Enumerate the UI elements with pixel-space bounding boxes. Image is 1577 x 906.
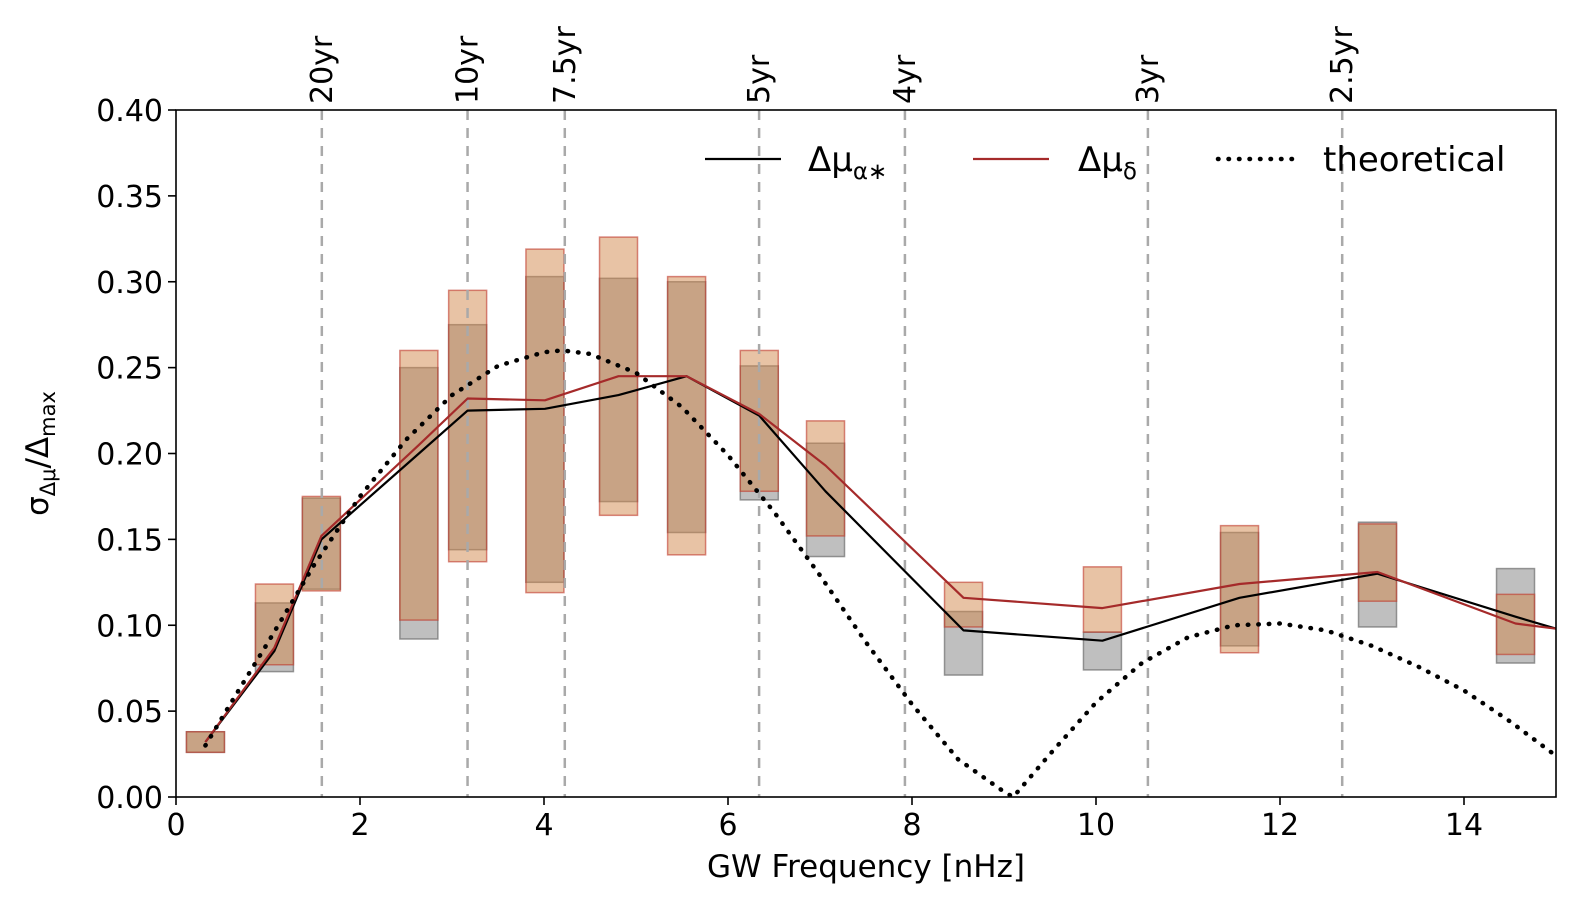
series-lines [203, 348, 1556, 797]
y-tick-label-6: 0.30 [96, 266, 163, 301]
x-tick-label-6: 12 [1261, 808, 1299, 843]
period-label-1: 10yr [451, 35, 486, 104]
series-line-1 [204, 375, 1556, 743]
period-label-2: 7.5yr [548, 26, 583, 104]
y-tick-label-5: 0.25 [96, 352, 163, 387]
error-box-dec-11 [1082, 566, 1123, 633]
x-tick-label-5: 10 [1077, 808, 1115, 843]
error-box-dec-10 [943, 581, 984, 628]
x-tick-label-1: 2 [350, 808, 369, 843]
legend-label-dec: Δμδ [1078, 140, 1137, 185]
x-axis-ticks: 0 2 4 6 8 10 12 14 [166, 797, 1483, 843]
legend-label-theory: theoretical [1323, 140, 1506, 180]
x-tick-label-7: 14 [1445, 808, 1483, 843]
y-tick-label-1: 0.05 [96, 695, 163, 730]
period-label-6: 2.5yr [1325, 26, 1360, 104]
legend-label-sub-ra: α∗ [853, 159, 887, 185]
legend-label-main-ra: Δμ [808, 140, 853, 180]
y-tick-label-0: 0.00 [96, 781, 163, 816]
error-box-ra-11 [1082, 631, 1123, 671]
legend-label-sub-dec: δ [1123, 159, 1137, 185]
series-line-2 [203, 348, 1556, 797]
y-label-base: σ [20, 496, 56, 516]
x-tick-label-4: 8 [902, 808, 921, 843]
legend-label-main-dec: Δμ [1078, 140, 1123, 180]
period-lines: 20yr 10yr 7.5yr 5yr 4yr 3yr 2.5yr [305, 26, 1360, 797]
x-tick-label-2: 4 [534, 808, 553, 843]
error-box-dec-7 [666, 275, 707, 556]
plot-frame [175, 109, 1557, 798]
legend: Δμα∗ Δμδ theoretical [705, 140, 1506, 185]
y-axis-label: σΔμ/Δmax [20, 391, 60, 516]
legend-label-main-theory: theoretical [1323, 140, 1506, 180]
x-tick-label-0: 0 [166, 808, 185, 843]
period-label-5: 3yr [1131, 54, 1166, 104]
error-box-dec-0 [185, 730, 226, 754]
error-box-dec-13 [1357, 523, 1398, 602]
error-boxes [185, 236, 1536, 754]
y-tick-label-2: 0.10 [96, 609, 163, 644]
y-label-sub2: max [36, 391, 60, 437]
period-label-0: 20yr [305, 35, 340, 104]
y-label-slash: /Δ [20, 437, 56, 469]
y-tick-label-3: 0.15 [96, 523, 163, 558]
y-axis-ticks: 0.00 0.05 0.10 0.15 0.20 0.25 0.30 0.35 0.40 [96, 94, 176, 816]
y-tick-label-7: 0.35 [96, 180, 163, 215]
x-axis-label: GW Frequency [nHz] [707, 849, 1025, 885]
error-box-dec-5 [525, 248, 565, 594]
y-tick-label-8: 0.40 [96, 94, 163, 129]
period-label-4: 4yr [888, 54, 923, 104]
x-tick-label-3: 6 [718, 808, 737, 843]
y-label-sub: Δμ [36, 469, 60, 497]
y-tick-label-4: 0.20 [96, 438, 163, 473]
legend-label-ra: Δμα∗ [808, 140, 887, 185]
error-box-dec-12 [1219, 524, 1260, 654]
error-box-dec-3 [399, 349, 439, 621]
period-label-3: 5yr [742, 54, 777, 104]
